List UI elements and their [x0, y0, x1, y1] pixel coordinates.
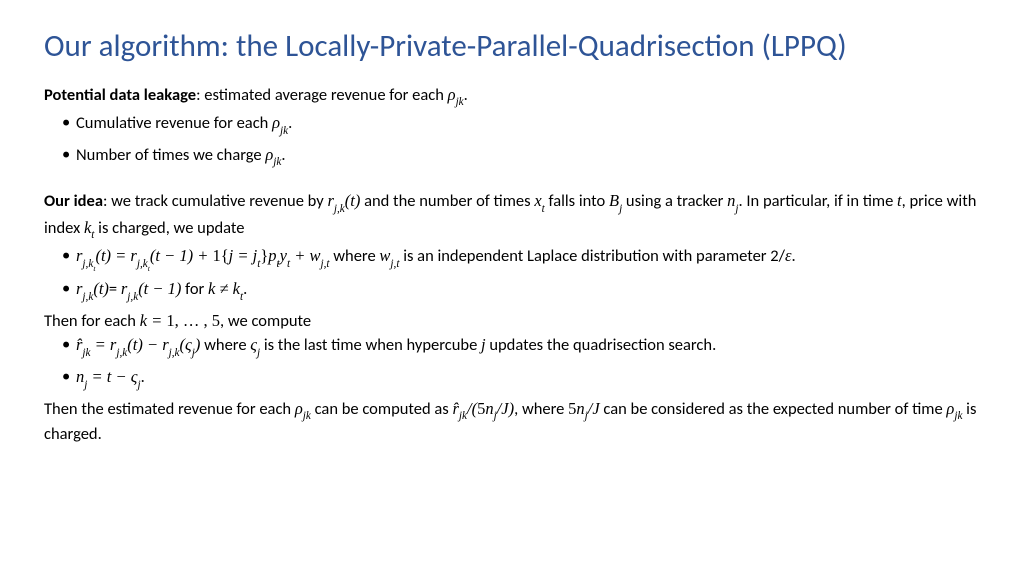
idea-lead: Our idea: we track cumulative revenue by… [44, 189, 980, 242]
leakage-lead: Potential data leakage: estimated averag… [44, 83, 980, 110]
bullet-post: . [281, 145, 285, 165]
bullet-math: ρjk [272, 113, 288, 132]
idea-bold: Our idea [44, 191, 103, 211]
lead-end: . [464, 85, 468, 105]
lead-math: ρjk [448, 85, 464, 104]
bullet-item: rj,kt(t) = rj,kt(t − 1) + 1{j = jt}ptyt … [62, 244, 980, 272]
idea-bullets-1: rj,kt(t) = rj,kt(t − 1) + 1{j = jt}ptyt … [44, 244, 980, 303]
slide-title: Our algorithm: the Locally-Private-Paral… [44, 28, 980, 65]
bullet-item: r̂jk = rj,k(t) − rj,k(ςj) where ςj is th… [62, 333, 980, 360]
then-line-1: Then for each k = 1, … , 5, we compute [44, 309, 980, 334]
lead-rest: : estimated average revenue for each [196, 85, 448, 105]
section-leakage: Potential data leakage: estimated averag… [44, 83, 980, 170]
body-content: Potential data leakage: estimated averag… [44, 83, 980, 447]
slide-container: Our algorithm: the Locally-Private-Paral… [0, 0, 1024, 477]
lead-bold: Potential data leakage [44, 85, 196, 105]
bullet-item: rj,k(t)= rj,k(t − 1) for k ≠ kt. [62, 277, 980, 304]
bullet-item: Cumulative revenue for each ρjk. [62, 111, 980, 138]
bullet-item: nj = t − ςj. [62, 365, 980, 392]
bullet-item: Number of times we charge ρjk. [62, 143, 980, 170]
bullet-post: . [288, 113, 292, 133]
bullet-pre: Cumulative revenue for each [76, 113, 272, 133]
section-idea: Our idea: we track cumulative revenue by… [44, 189, 980, 447]
leakage-bullets: Cumulative revenue for each ρjk. Number … [44, 111, 980, 169]
idea-bullets-2: r̂jk = rj,k(t) − rj,k(ςj) where ςj is th… [44, 333, 980, 391]
final-line: Then the estimated revenue for each ρjk … [44, 397, 980, 447]
bullet-math: ρjk [265, 145, 281, 164]
bullet-pre: Number of times we charge [76, 145, 265, 165]
